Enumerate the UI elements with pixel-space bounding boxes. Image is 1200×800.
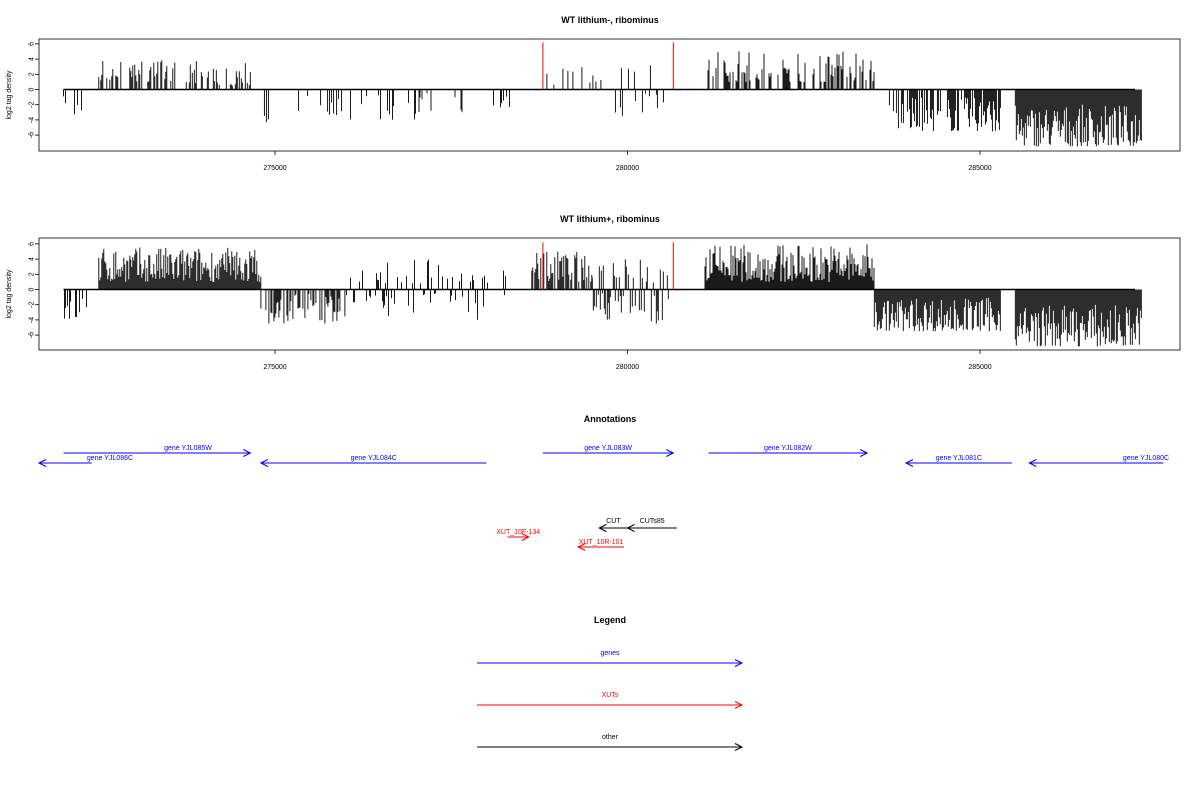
- legend-item-other: other: [477, 734, 744, 751]
- x-axis-ticks: 275000 280000 285000: [263, 151, 992, 172]
- legend-item-genes: genes: [477, 650, 744, 667]
- feature-arrowhead: [577, 543, 586, 551]
- feature-label: gene YJL081C: [936, 455, 982, 462]
- x-tick-label: 285000: [968, 165, 991, 172]
- y-tick-label: 6: [29, 242, 36, 246]
- feature-label: gene YJL082W: [764, 445, 812, 452]
- legend-label: other: [602, 734, 619, 741]
- feature-gene-yjl084c: gene YJL084C: [259, 455, 487, 467]
- feature-label: gene YJL086C: [87, 455, 133, 462]
- feature-arrowhead: [734, 701, 744, 709]
- track-panel-lithium-minus: WT lithium-, ribominus log2 tag density …: [6, 15, 1181, 172]
- y-tick-label: -6: [29, 332, 36, 338]
- x-tick-label: 285000: [968, 364, 991, 371]
- legend: Legend genes XUTs other: [477, 615, 744, 751]
- feature-gene-yjl082w: gene YJL082W: [708, 445, 869, 457]
- feature-arrowhead: [859, 449, 869, 457]
- y-tick-label: -2: [29, 301, 36, 307]
- y-tick-label: 0: [29, 87, 36, 91]
- feature-arrowhead: [666, 449, 675, 457]
- feature-xut-10r-101: XUT_10R-101: [577, 539, 624, 551]
- density-bars: [63, 242, 1142, 347]
- feature-label: XUT_10F-134: [496, 529, 540, 536]
- x-tick-label: 280000: [616, 165, 639, 172]
- feature-label: gene YJL080C: [1123, 455, 1169, 462]
- feature-arrowhead: [259, 459, 269, 467]
- feature-arrowhead: [1028, 459, 1037, 467]
- feature-xut-10f-134: XUT_10F-134: [496, 529, 540, 541]
- feature-arrowhead: [598, 524, 607, 532]
- y-tick-label: 4: [29, 57, 36, 61]
- y-axis-ticks: 6 4 2 0 -2 -4 -6: [29, 42, 39, 138]
- feature-gene-yjl080c: gene YJL080C: [1028, 455, 1169, 467]
- feature-arrowhead: [37, 459, 47, 467]
- y-tick-label: -4: [29, 317, 36, 323]
- feature-arrowhead: [904, 459, 914, 467]
- y-tick-label: 6: [29, 42, 36, 46]
- feature-arrowhead: [626, 524, 635, 532]
- y-tick-label: 2: [29, 272, 36, 276]
- y-tick-label: -2: [29, 101, 36, 107]
- y-tick-label: -4: [29, 117, 36, 123]
- annotations-title: Annotations: [584, 414, 637, 424]
- y-tick-label: -6: [29, 132, 36, 138]
- y-axis-label: log2 tag density: [6, 269, 13, 319]
- feature-cut: CUT: [598, 518, 628, 532]
- feature-gene-yjl086c: gene YJL086C: [37, 455, 133, 467]
- plot-frame: [38, 38, 1181, 152]
- y-axis-ticks: 6 4 2 0 -2 -4 -6: [29, 242, 39, 338]
- panel-title: WT lithium+, ribominus: [560, 214, 660, 224]
- x-tick-label: 275000: [263, 165, 286, 172]
- feature-gene-yjl085w: gene YJL085W: [63, 445, 252, 457]
- feature-label: gene YJL084C: [351, 455, 397, 462]
- feature-arrowhead: [734, 743, 744, 751]
- feature-label: CUTs85: [640, 518, 665, 525]
- panel-title: WT lithium-, ribominus: [561, 15, 659, 25]
- feature-label: CUT: [606, 518, 621, 525]
- feature-gene-yjl083w: gene YJL083W: [542, 445, 675, 457]
- legend-items: genes XUTs other: [477, 650, 744, 751]
- legend-title: Legend: [594, 615, 626, 625]
- y-tick-label: 0: [29, 287, 36, 291]
- legend-label: XUTs: [602, 692, 619, 699]
- feature-cuts85: CUTs85: [626, 518, 677, 532]
- feature-label: gene YJL083W: [584, 445, 632, 452]
- y-axis-label: log2 tag density: [6, 70, 13, 120]
- y-tick-label: 4: [29, 257, 36, 261]
- x-axis-ticks: 275000 280000 285000: [263, 350, 992, 371]
- feature-gene-yjl081c: gene YJL081C: [904, 455, 1012, 467]
- track-panel-lithium-plus: WT lithium+, ribominus log2 tag density …: [6, 214, 1181, 371]
- feature-label: gene YJL085W: [164, 445, 212, 452]
- y-tick-label: 2: [29, 72, 36, 76]
- x-tick-label: 275000: [263, 364, 286, 371]
- legend-label: genes: [600, 650, 620, 657]
- plot-frame: [38, 237, 1181, 351]
- feature-label: XUT_10R-101: [579, 539, 624, 546]
- feature-arrowhead: [521, 533, 530, 541]
- legend-item-xuts: XUTs: [477, 692, 744, 709]
- feature-arrows: gene YJL085W gene YJL086C gene YJL084C gene…: [37, 445, 1169, 551]
- density-bars: [63, 42, 1142, 147]
- feature-arrowhead: [734, 659, 744, 667]
- feature-arrowhead: [243, 449, 252, 457]
- x-tick-label: 280000: [616, 364, 639, 371]
